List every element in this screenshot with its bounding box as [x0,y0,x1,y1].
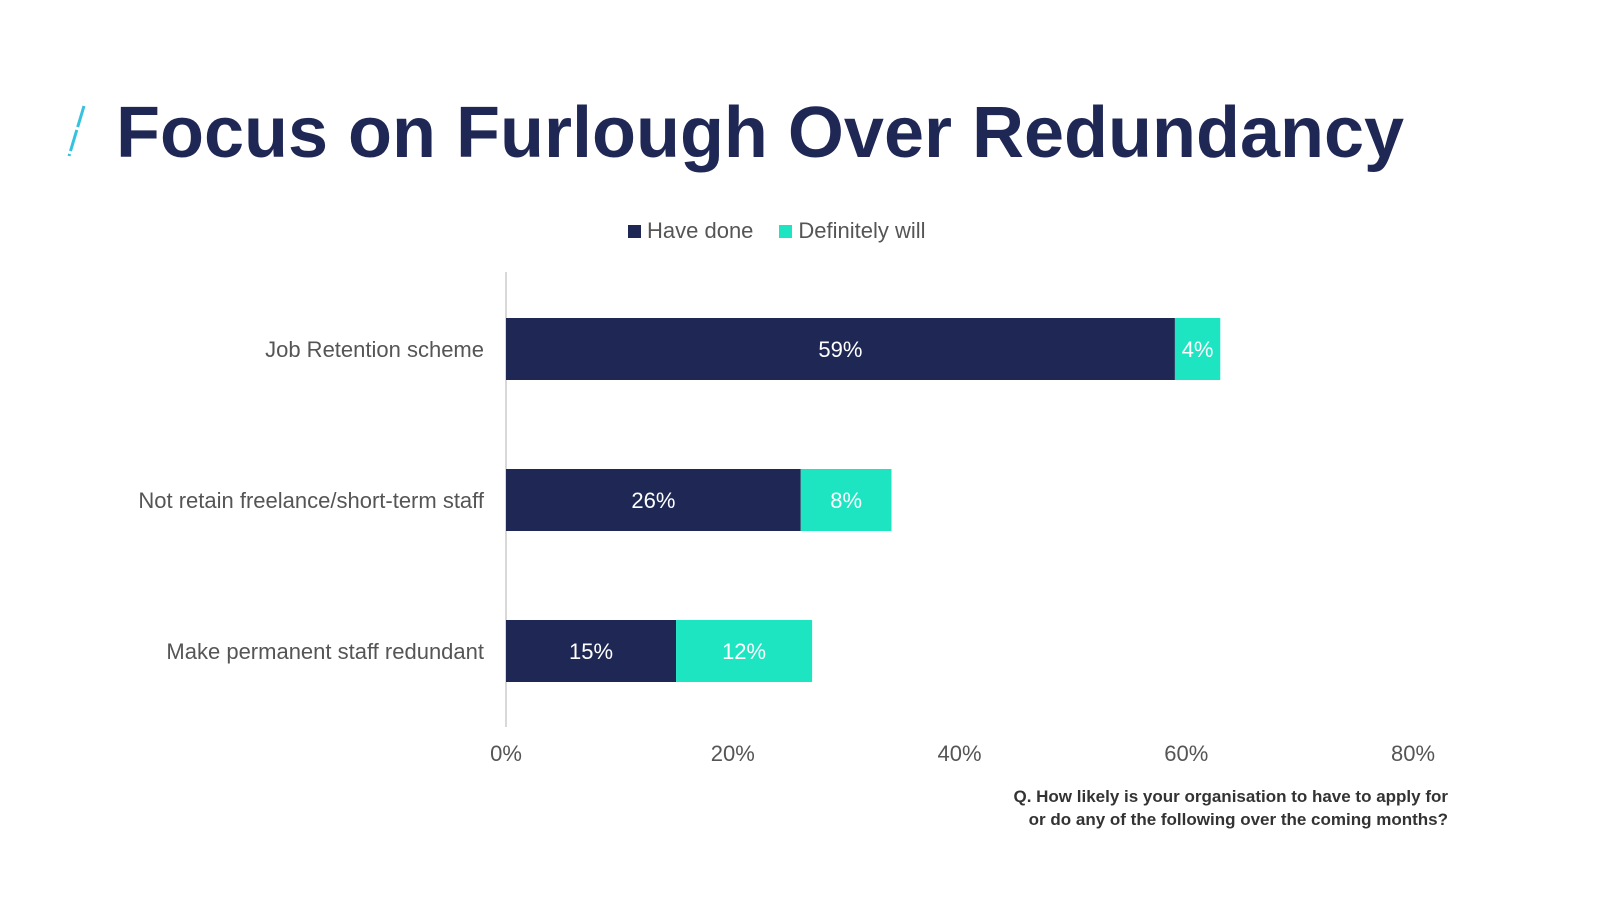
bar-data-label: 8% [830,488,862,513]
x-tick-label: 20% [711,741,755,766]
bar-data-label: 59% [818,337,862,362]
legend-label-have-done: Have done [647,218,754,243]
page-title: Focus on Furlough Over Redundancy [116,93,1405,173]
bar-definitely-will [676,620,813,682]
x-tick-label: 80% [1391,741,1435,766]
legend-swatch-have-done [628,224,641,238]
survey-question-line-2: or do any of the following over the comi… [1028,810,1448,829]
bar-data-label: 4% [1182,337,1214,362]
x-tick-label: 40% [937,741,981,766]
bar-have-done [506,620,677,682]
bar-data-label: 26% [631,488,675,513]
x-tick-label: 0% [490,741,522,766]
x-tick-label: 60% [1164,741,1208,766]
survey-question-line-1: Q. How likely is your organisation to ha… [1013,787,1448,806]
bar-definitely-will [800,469,892,531]
bar-have-done [506,469,801,531]
bar-have-done [506,318,1175,380]
category-label: Not retain freelance/short-term staff [138,488,485,513]
category-label: Make permanent staff redundant [166,639,484,664]
legend-item-have-done: Have done [628,218,753,244]
slash-accent-icon [67,105,86,157]
legend-label-definitely-will: Definitely will [798,218,926,243]
legend-item-definitely-will: Definitely will [779,218,926,244]
survey-question-note: Q. How likely is your organisation to ha… [1013,785,1448,831]
bar-data-label: 15% [569,639,613,664]
legend-swatch-definitely-will [779,224,793,238]
bar-definitely-will [1174,318,1221,380]
category-label: Job Retention scheme [265,337,484,362]
bar-data-label: 12% [722,639,766,664]
chart-legend: Have done Definitely will [628,218,952,244]
